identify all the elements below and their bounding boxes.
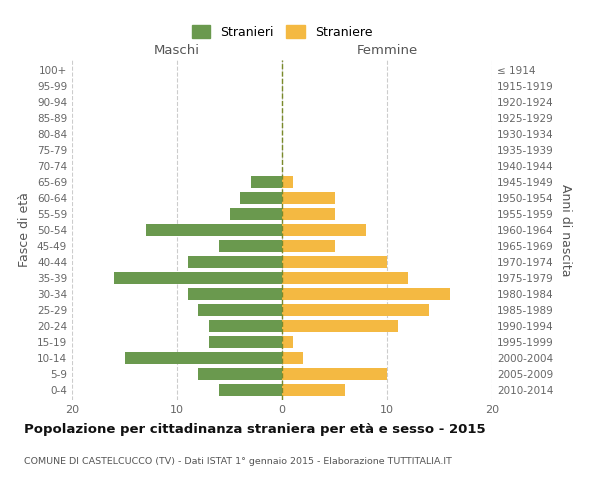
Bar bbox=[125, 352, 282, 364]
Y-axis label: Anni di nascita: Anni di nascita bbox=[559, 184, 572, 276]
Bar bbox=[219, 384, 282, 396]
Bar bbox=[187, 288, 282, 300]
Bar bbox=[282, 320, 398, 332]
Text: Popolazione per cittadinanza straniera per età e sesso - 2015: Popolazione per cittadinanza straniera p… bbox=[24, 422, 485, 436]
Bar bbox=[229, 208, 282, 220]
Bar bbox=[219, 240, 282, 252]
Y-axis label: Fasce di età: Fasce di età bbox=[19, 192, 31, 268]
Bar bbox=[282, 288, 450, 300]
Bar bbox=[282, 224, 366, 236]
Text: COMUNE DI CASTELCUCCO (TV) - Dati ISTAT 1° gennaio 2015 - Elaborazione TUTTITALI: COMUNE DI CASTELCUCCO (TV) - Dati ISTAT … bbox=[24, 458, 452, 466]
Bar bbox=[240, 192, 282, 204]
Bar bbox=[187, 256, 282, 268]
Bar bbox=[146, 224, 282, 236]
Bar bbox=[282, 176, 293, 188]
Legend: Stranieri, Straniere: Stranieri, Straniere bbox=[191, 26, 373, 39]
Bar bbox=[282, 336, 293, 348]
Bar bbox=[282, 256, 387, 268]
Bar bbox=[282, 368, 387, 380]
Bar bbox=[209, 336, 282, 348]
Bar bbox=[282, 192, 335, 204]
Bar bbox=[282, 208, 335, 220]
Text: Maschi: Maschi bbox=[154, 44, 200, 57]
Bar bbox=[282, 240, 335, 252]
Bar bbox=[198, 304, 282, 316]
Bar bbox=[282, 352, 303, 364]
Bar bbox=[114, 272, 282, 284]
Bar bbox=[282, 272, 408, 284]
Bar bbox=[282, 304, 429, 316]
Bar bbox=[198, 368, 282, 380]
Bar bbox=[282, 384, 345, 396]
Bar bbox=[251, 176, 282, 188]
Bar bbox=[209, 320, 282, 332]
Text: Femmine: Femmine bbox=[356, 44, 418, 57]
